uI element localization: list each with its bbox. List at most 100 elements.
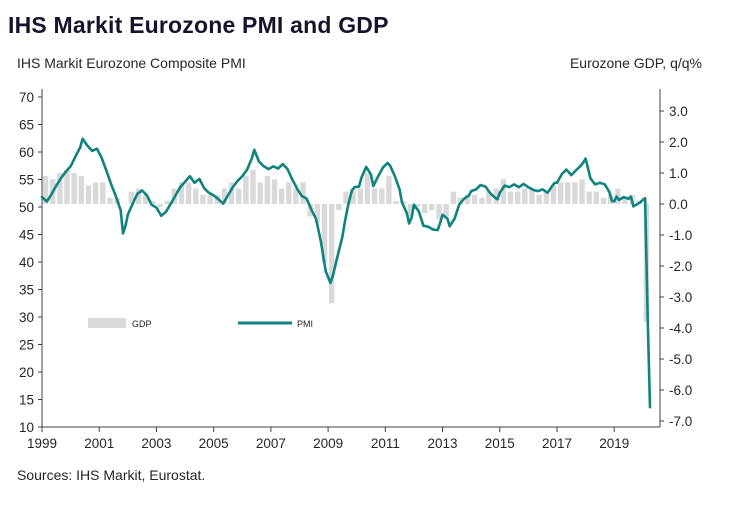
- left-axis-tick-label: 70: [19, 90, 34, 105]
- gdp-bar: [321, 204, 328, 263]
- gdp-bar: [407, 204, 414, 217]
- gdp-bar: [300, 182, 306, 204]
- gdp-bar: [472, 194, 478, 204]
- gdp-bar: [350, 188, 356, 204]
- right-axis-tick-label: -7.0: [669, 414, 692, 429]
- left-axis-tick-label: 30: [19, 310, 34, 325]
- gdp-bar: [178, 182, 185, 204]
- right-axis-tick-label: -5.0: [669, 352, 692, 367]
- gdp-bar: [600, 197, 607, 204]
- gdp-bar: [107, 197, 113, 204]
- gdp-bar: [329, 204, 335, 304]
- right-axis-tick-label: -1.0: [669, 228, 692, 243]
- gdp-bar: [436, 204, 442, 220]
- gdp-bar: [307, 204, 313, 217]
- gdp-bar: [550, 185, 557, 204]
- legend-pmi-label: PMI: [297, 319, 313, 329]
- left-axis-tick-label: 65: [19, 118, 34, 133]
- x-axis-tick-label: 2001: [84, 436, 114, 451]
- gdp-bar: [522, 188, 528, 204]
- gdp-bar: [164, 200, 170, 204]
- gdp-bar: [135, 188, 142, 204]
- gdp-bar: [128, 191, 135, 204]
- gdp-bar: [228, 182, 235, 204]
- gdp-bar: [92, 182, 99, 204]
- gdp-bar: [479, 197, 485, 204]
- gdp-bar: [264, 176, 270, 204]
- gdp-bar: [414, 204, 421, 208]
- right-axis-tick-label: 1.0: [669, 166, 688, 181]
- gdp-bar: [507, 191, 514, 204]
- x-axis-tick-label: 2005: [199, 436, 229, 451]
- gdp-bar: [157, 204, 163, 208]
- gdp-bar: [536, 194, 542, 204]
- left-axis-tick-label: 45: [19, 228, 34, 243]
- gdp-bar: [450, 191, 456, 204]
- gdp-bar: [236, 188, 242, 204]
- gdp-bar: [71, 173, 77, 204]
- gdp-bar: [579, 179, 585, 204]
- right-axis-tick-label: -2.0: [669, 259, 692, 274]
- gdp-bar: [486, 191, 492, 204]
- right-axis-tick-label: 0.0: [669, 197, 688, 212]
- gdp-bar: [278, 188, 285, 204]
- gdp-bar: [429, 204, 435, 211]
- pmi-line: [40, 137, 652, 409]
- x-axis-tick-label: 2007: [256, 436, 286, 451]
- left-axis-tick-label: 35: [19, 283, 34, 298]
- x-axis-tick-label: 2013: [428, 436, 458, 451]
- gdp-bar: [314, 204, 321, 223]
- gdp-bar: [364, 173, 371, 204]
- x-axis-tick-label: 2019: [599, 436, 629, 451]
- left-axis-tick-label: 60: [19, 145, 34, 160]
- x-axis-tick-label: 1999: [27, 436, 57, 451]
- left-axis-tick-label: 10: [19, 420, 34, 435]
- gdp-bar: [422, 204, 428, 214]
- gdp-bar: [379, 188, 385, 204]
- gdp-bar: [443, 204, 449, 217]
- left-axis-tick-label: 15: [19, 393, 34, 408]
- gdp-bar: [336, 204, 342, 211]
- left-axis-tick-label: 55: [19, 173, 34, 188]
- sources-note: Sources: IHS Markit, Eurostat.: [17, 467, 206, 483]
- axis-titles-row: IHS Markit Eurozone Composite PMI Eurozo…: [17, 55, 702, 71]
- gdp-bar: [85, 185, 92, 204]
- right-axis-tick-label: -4.0: [669, 321, 692, 336]
- gdp-bar: [42, 176, 49, 204]
- gdp-bar: [393, 200, 399, 204]
- x-axis-tick-label: 2003: [141, 436, 171, 451]
- gdp-bar: [493, 188, 499, 204]
- gdp-bar: [271, 179, 278, 204]
- gdp-bar: [565, 182, 571, 204]
- x-axis-tick-label: 2015: [485, 436, 515, 451]
- left-axis-tick-label: 40: [19, 255, 34, 270]
- right-axis-tick-label: -3.0: [669, 290, 692, 305]
- gdp-bar: [293, 188, 299, 204]
- gdp-bar: [200, 194, 206, 204]
- right-axis-tick-label: 2.0: [669, 135, 688, 150]
- legend-gdp-swatch: [88, 318, 126, 328]
- gdp-bar: [343, 191, 349, 204]
- x-axis-tick-label: 2009: [313, 436, 343, 451]
- page-title: IHS Markit Eurozone PMI and GDP: [8, 12, 389, 38]
- legend-gdp-label: GDP: [132, 319, 152, 329]
- gdp-bar: [586, 191, 592, 204]
- gdp-bar: [286, 182, 292, 204]
- gdp-bar: [515, 191, 521, 204]
- gdp-bar: [529, 188, 535, 204]
- gdp-bar: [464, 194, 471, 204]
- gdp-bar: [357, 188, 363, 204]
- gdp-bar: [185, 182, 192, 204]
- gdp-bar: [543, 191, 549, 204]
- gdp-bar: [593, 191, 599, 204]
- left-axis-title: IHS Markit Eurozone Composite PMI: [17, 55, 246, 71]
- chart-page: IHS Markit Eurozone PMI and GDP IHS Mark…: [0, 12, 730, 483]
- gdp-bar: [78, 176, 84, 204]
- gdp-bar: [243, 176, 249, 204]
- left-axis-tick-label: 20: [19, 365, 34, 380]
- x-axis-tick-label: 2011: [371, 436, 400, 451]
- gdp-bar: [57, 173, 63, 204]
- left-axis-tick-label: 50: [19, 200, 34, 215]
- gdp-bar: [221, 188, 228, 204]
- gdp-bar: [557, 182, 564, 204]
